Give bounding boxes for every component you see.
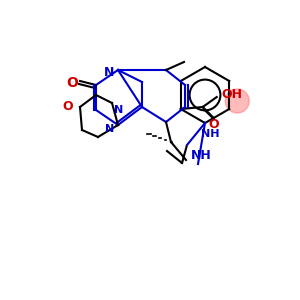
Circle shape	[225, 89, 249, 113]
Text: OH: OH	[222, 88, 243, 101]
Text: O: O	[208, 118, 219, 131]
Text: NH: NH	[191, 149, 212, 162]
Text: N: N	[114, 105, 123, 115]
Text: N: N	[103, 66, 114, 79]
Text: N: N	[105, 124, 114, 134]
Text: O: O	[62, 100, 73, 113]
Text: O: O	[66, 76, 78, 90]
Text: NH: NH	[201, 129, 220, 139]
